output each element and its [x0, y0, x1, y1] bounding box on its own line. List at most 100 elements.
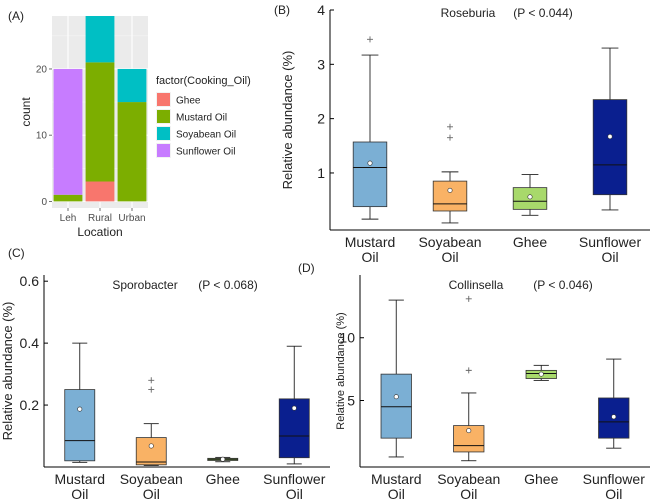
panel-c-pvalue: (P < 0.068) [198, 278, 257, 292]
panel-c-y-axis-title: Relative abundance (%) [0, 302, 15, 441]
mean-marker [527, 194, 533, 200]
box-iqr [432, 180, 468, 212]
bar-ghee-rural [85, 181, 115, 202]
panel-a-xtick-label: Urban [118, 213, 145, 224]
panel-a-xtick-label: Leh [60, 213, 77, 224]
panel-b: (B) Roseburia (P < 0.044) 1 2 3 4 Relative abun… [274, 2, 650, 265]
panel-b-ytick-label: 1 [317, 165, 325, 181]
panel-d-label: (D) [298, 261, 315, 275]
bar-mustard-oil-rural [85, 62, 115, 182]
panel-c-box-mustard-oil [64, 342, 96, 463]
mean-marker [291, 405, 297, 411]
panel-b-ytick-label: 3 [317, 56, 325, 72]
mean-marker [367, 160, 373, 166]
outlier-marker [148, 386, 155, 393]
panel-c-xtick-label: Soyabean Oil [120, 471, 183, 502]
legend-title: factor(Cooking_Oil) [156, 75, 251, 87]
mean-marker [447, 187, 453, 193]
bar-soyabean-oil-urban [117, 68, 147, 103]
panel-c-xtick-label: Mustard Oil [54, 471, 105, 502]
legend-swatch-mustard-oil [157, 110, 170, 123]
panel-b-ytick-label: 2 [317, 111, 325, 127]
outlier-marker [465, 367, 472, 374]
mean-marker [538, 371, 544, 377]
box-iqr [135, 437, 167, 466]
box-iqr [64, 389, 96, 462]
panel-a-ytick-label: 0 [41, 197, 47, 208]
panel-d-box-sunflower-oil [598, 358, 630, 449]
panel-c-ytick-label: 0.4 [20, 335, 40, 351]
bar-soyabean-oil-rural [85, 16, 115, 63]
panel-c-title: Sporobacter [112, 278, 177, 292]
panel-a-x-axis-title: Location [77, 225, 122, 239]
panel-b-box-ghee [512, 174, 548, 216]
mean-marker [611, 414, 617, 420]
box-iqr [352, 141, 388, 208]
panel-a-y-axis-title: count [19, 97, 33, 127]
panel-d-title: Collinsella [449, 278, 504, 292]
bar-mustard-oil-urban [117, 102, 147, 202]
panel-d-xtick-label: Ghee [524, 471, 558, 487]
mean-marker [607, 134, 613, 140]
panel-b-box-soyabean-oil [432, 123, 468, 224]
panel-d-y-axis-title: Relative abundance (%) [335, 312, 347, 429]
panel-d-pvalue: (P < 0.046) [533, 278, 592, 292]
outlier-marker [447, 123, 453, 130]
panel-b-box-sunflower-oil [592, 47, 628, 211]
legend-label-ghee: Ghee [176, 96, 201, 107]
legend-swatch-ghee [157, 93, 170, 106]
mean-marker [393, 394, 399, 400]
bar-sunflower-oil-leh [53, 68, 83, 195]
panel-c-label: (C) [8, 246, 25, 260]
outlier-marker [447, 134, 453, 141]
panel-d-xtick-label: Soyabean Oil [437, 471, 500, 502]
mean-marker [77, 406, 83, 412]
outlier-marker [367, 36, 373, 43]
panel-b-xtick-label: Sunflower Oil [579, 234, 642, 265]
panel-d-box-mustard-oil [380, 299, 412, 458]
panel-c-xtick-label: Sunflower Oil [263, 471, 326, 502]
panel-c-ytick-label: 0.6 [20, 273, 40, 289]
panel-b-box-mustard-oil [352, 36, 388, 220]
panel-b-xtick-label: Ghee [513, 234, 547, 250]
panel-c-box-sunflower-oil [278, 345, 310, 465]
panel-d-ytick-label: 10 [339, 330, 355, 346]
panel-c-box-soyabean-oil [135, 377, 167, 466]
panel-b-xtick-label: Soyabean Oil [418, 234, 481, 265]
panel-c-box-ghee [207, 456, 239, 463]
mean-marker [466, 428, 472, 434]
panel-b-pvalue: (P < 0.044) [513, 6, 572, 20]
panel-c-xtick-label: Ghee [206, 471, 240, 487]
panel-b-y-axis-title: Relative abundance (%) [280, 51, 295, 190]
panel-d-box-soyabean-oil [453, 295, 485, 462]
legend-swatch-soyabean-oil [157, 127, 170, 140]
panel-d-xtick-label: Sunflower Oil [583, 471, 646, 502]
panel-a-ytick-label: 20 [36, 64, 48, 75]
legend-label-sunflower-oil: Sunflower Oil [176, 147, 235, 158]
box-iqr [592, 99, 628, 196]
bar-mustard-oil-leh [53, 194, 83, 202]
panel-d-ytick-label: 5 [347, 392, 355, 408]
panel-b-title: Roseburia [441, 6, 496, 20]
panel-d-xtick-label: Mustard Oil [371, 471, 422, 502]
box-iqr [380, 373, 412, 439]
mean-marker [220, 456, 226, 462]
panel-b-ytick-label: 4 [317, 2, 325, 18]
outlier-marker [465, 295, 472, 302]
panel-a-label: (A) [8, 9, 24, 23]
panel-d-box-ghee [525, 364, 557, 381]
panel-b-xtick-label: Mustard Oil [345, 234, 396, 265]
panel-a-ytick-label: 10 [36, 131, 48, 142]
mean-marker [148, 443, 154, 449]
outlier-marker [148, 377, 155, 384]
legend-label-soyabean-oil: Soyabean Oil [176, 130, 236, 141]
legend-swatch-sunflower-oil [157, 144, 170, 157]
panel-b-label: (B) [274, 3, 290, 17]
panel-a-xtick-label: Rural [88, 213, 112, 224]
panel-c-ytick-label: 0.2 [20, 397, 40, 413]
panel-c: (C) Sporobacter (P < 0.068) 0.2 0.4 0.6 Relati… [0, 246, 330, 502]
legend-label-mustard-oil: Mustard Oil [176, 113, 227, 124]
